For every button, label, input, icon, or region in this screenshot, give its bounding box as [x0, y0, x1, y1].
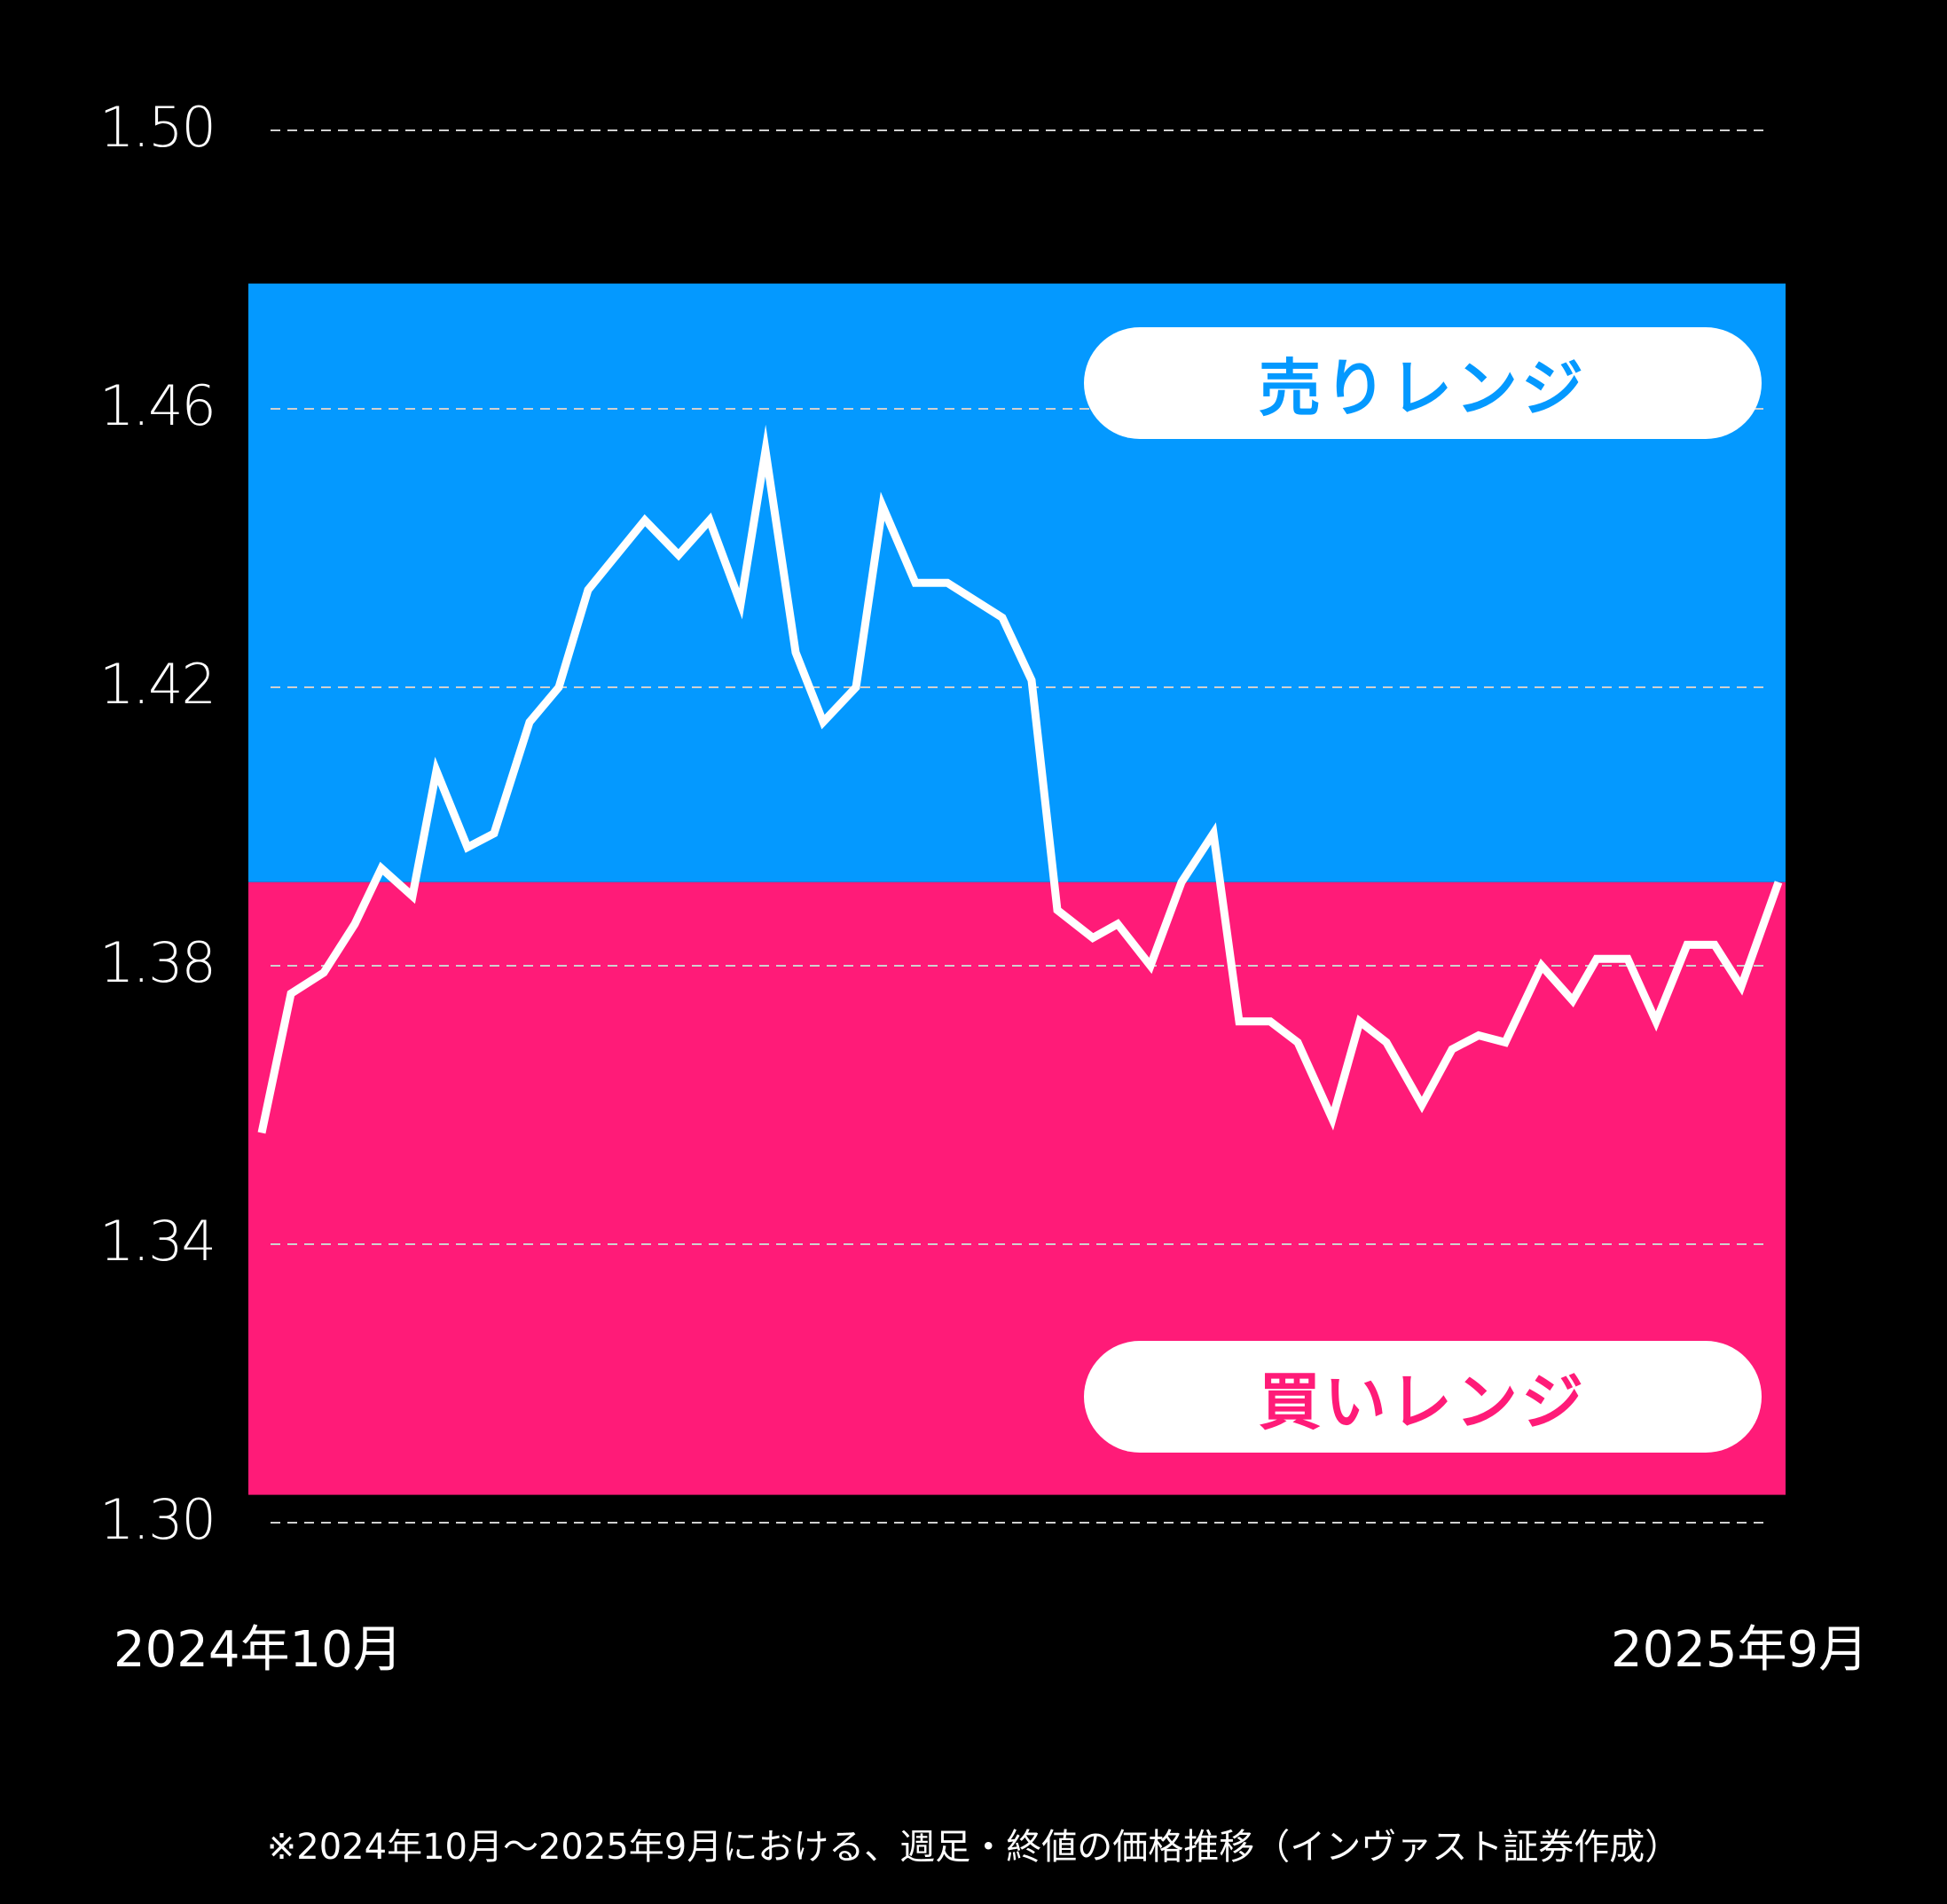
- y-tick-label: 1.42: [98, 652, 216, 717]
- sell-range-label: 売りレンジ: [1084, 327, 1762, 439]
- gridlines: [271, 129, 1763, 1524]
- y-tick-label: 1.46: [98, 373, 216, 438]
- y-tick-label: 1.38: [98, 930, 216, 995]
- y-tick-label: 1.50: [98, 95, 216, 160]
- y-tick-label: 1.34: [98, 1209, 216, 1273]
- price-line: [257, 424, 1783, 1134]
- x-axis-start-label: 2024年10月: [114, 1621, 403, 1679]
- buy-range-label: 買いレンジ: [1084, 1341, 1762, 1453]
- x-axis-end-label: 2025年9月: [1611, 1621, 1869, 1679]
- footnote: ※2024年10月〜2025年9月における、週足・終値の価格推移（インヴァスト証…: [266, 1827, 1681, 1868]
- y-tick-label: 1.30: [98, 1487, 216, 1552]
